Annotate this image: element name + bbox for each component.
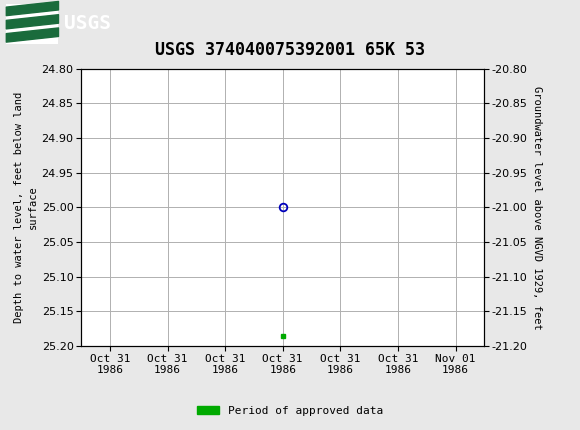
Bar (6, 4, 58, 43)
Y-axis label: Groundwater level above NGVD 1929, feet: Groundwater level above NGVD 1929, feet (532, 86, 542, 329)
Legend: Period of approved data: Period of approved data (193, 401, 387, 420)
Text: USGS 374040075392001 65K 53: USGS 374040075392001 65K 53 (155, 41, 425, 59)
Text: USGS: USGS (64, 14, 111, 33)
Y-axis label: Depth to water level, feet below land
surface: Depth to water level, feet below land su… (14, 92, 37, 323)
